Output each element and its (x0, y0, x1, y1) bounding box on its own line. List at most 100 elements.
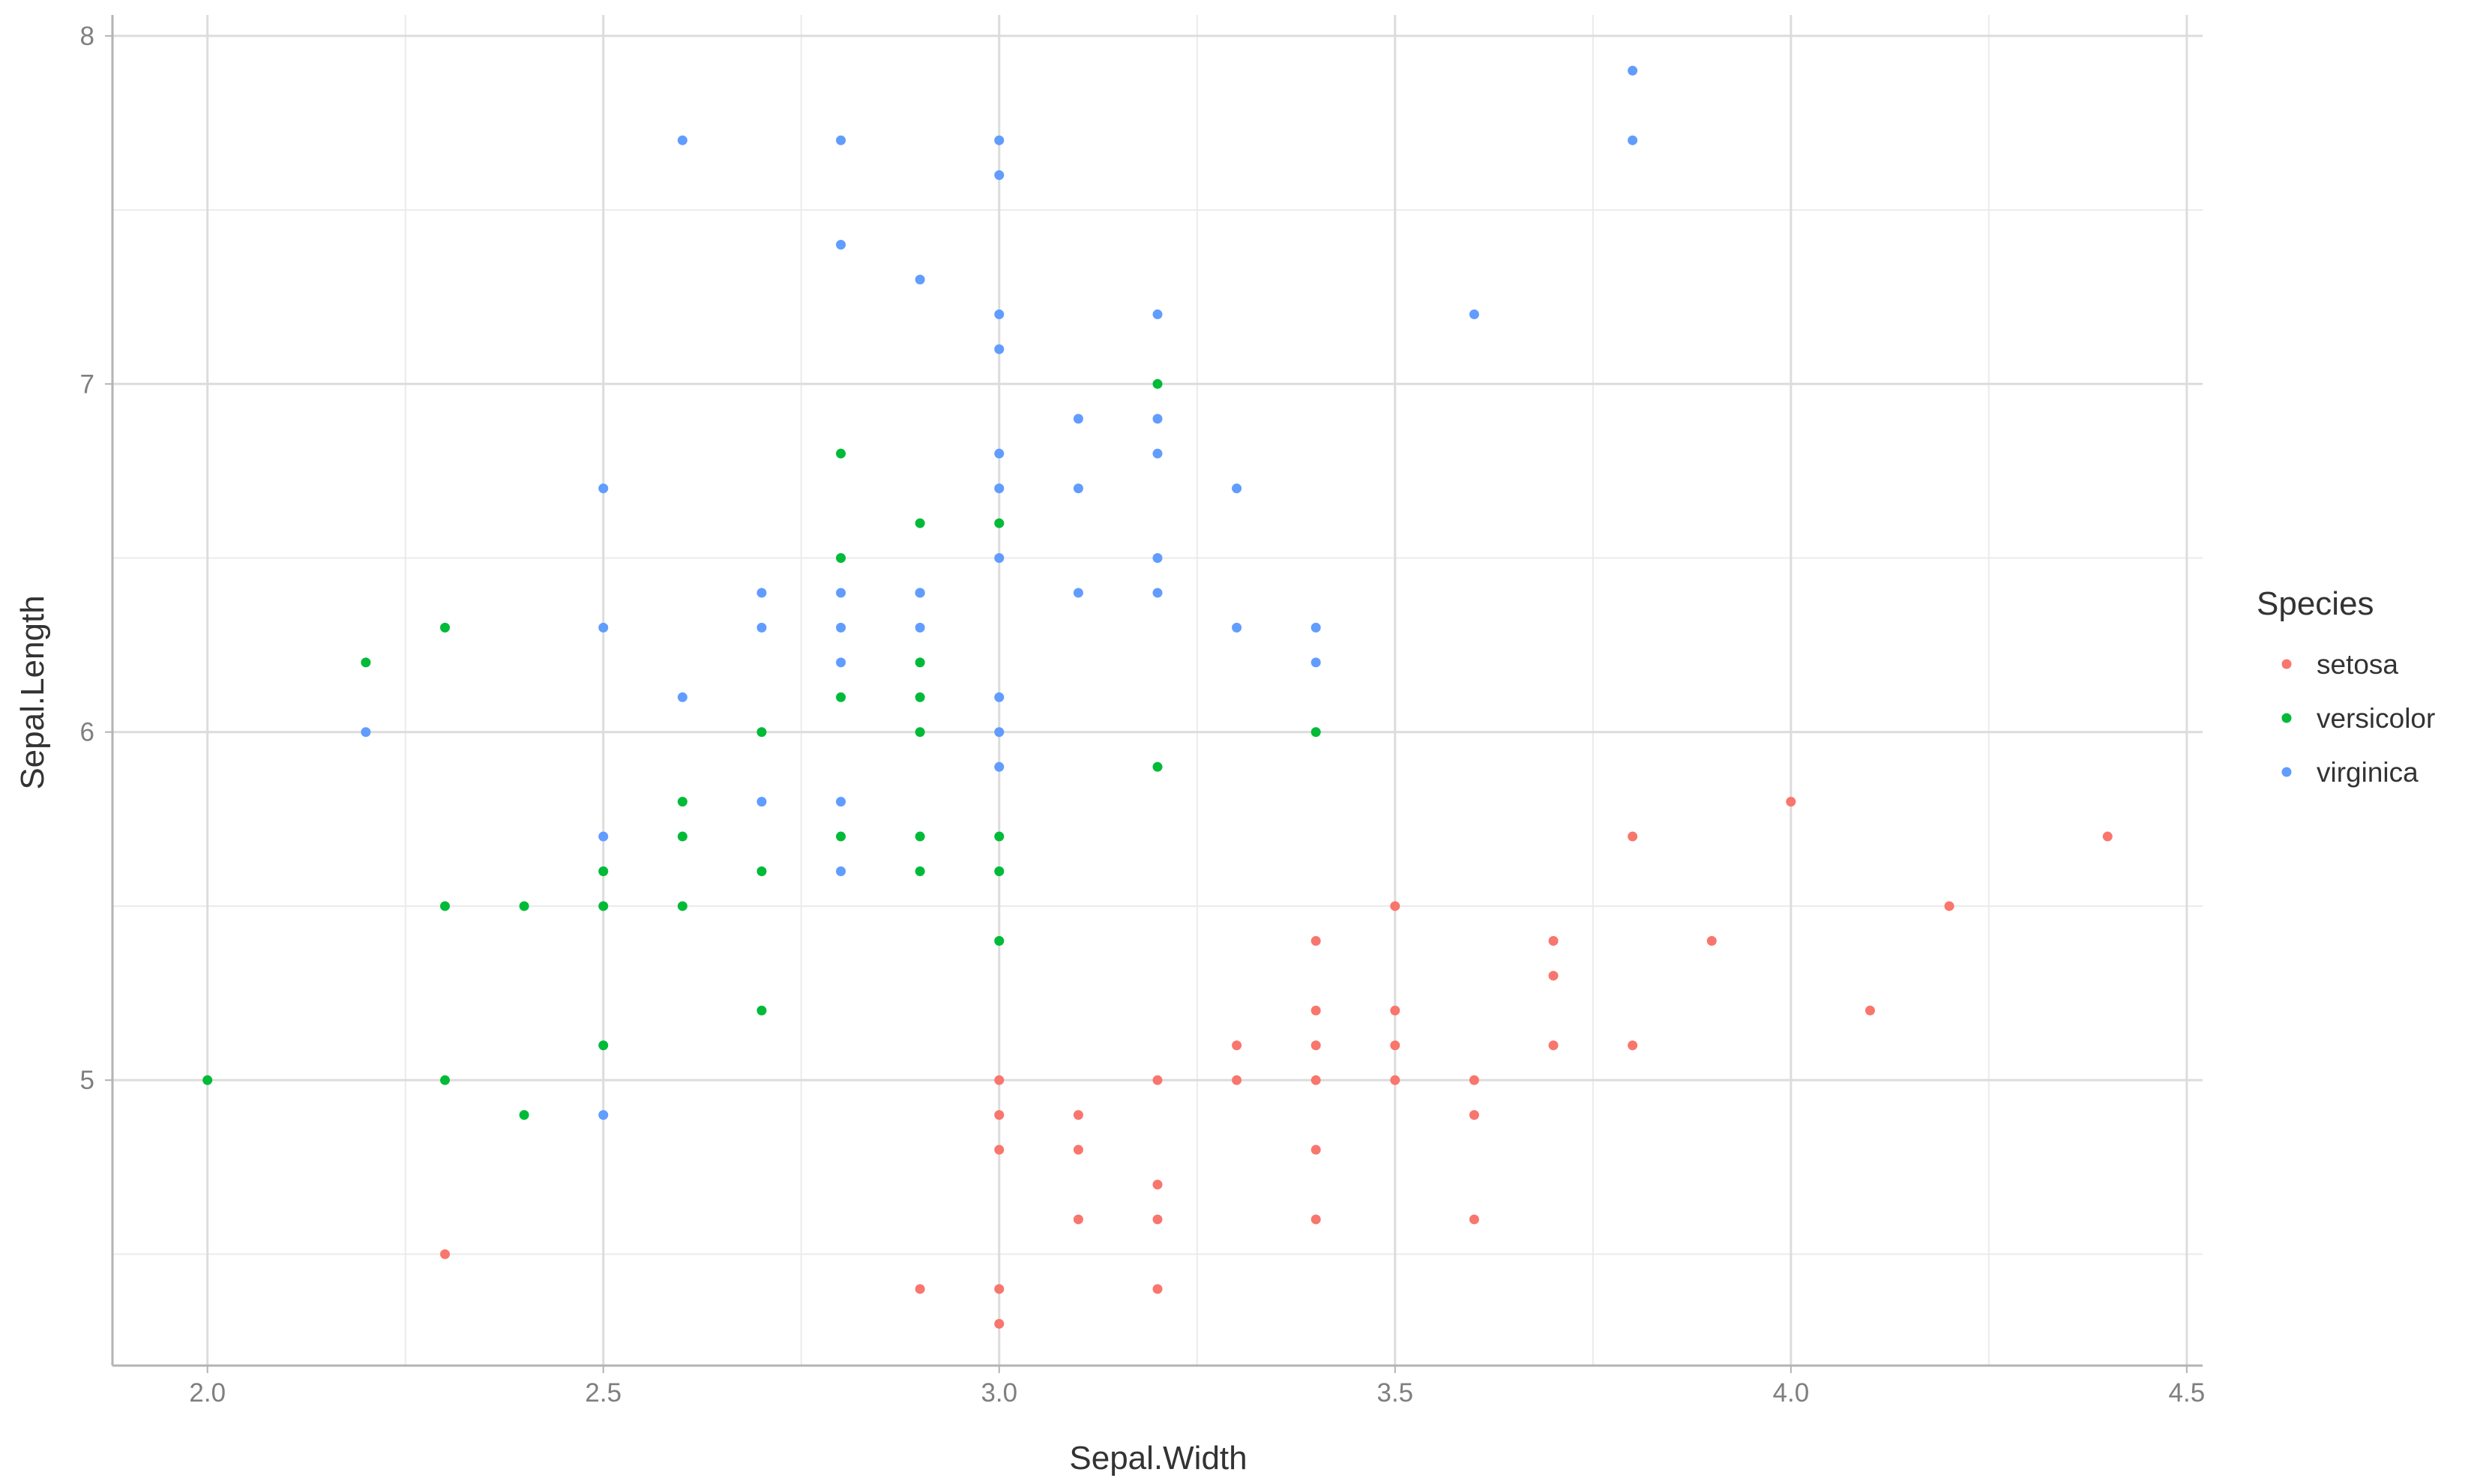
data-point-setosa (994, 1110, 1005, 1120)
data-point-setosa (1390, 1040, 1400, 1051)
data-point-setosa (2102, 831, 2113, 842)
data-point-virginica (1152, 448, 1163, 459)
data-point-virginica (1152, 414, 1163, 424)
x-axis-title: Sepal.Width (1069, 1440, 1247, 1477)
data-point-setosa (994, 1284, 1005, 1294)
data-point-setosa (994, 1075, 1005, 1085)
data-point-versicolor (1152, 761, 1163, 772)
data-point-virginica (994, 692, 1005, 702)
data-point-setosa (1548, 935, 1559, 946)
data-point-setosa (1548, 1040, 1559, 1051)
data-point-virginica (994, 727, 1005, 738)
data-point-setosa (440, 1249, 451, 1259)
data-point-versicolor (836, 553, 846, 564)
data-point-setosa (1073, 1214, 1083, 1225)
data-point-versicolor (202, 1075, 213, 1085)
data-points (202, 65, 2113, 1329)
data-point-setosa (1152, 1284, 1163, 1294)
data-point-virginica (994, 344, 1005, 355)
data-point-versicolor (836, 692, 846, 702)
data-point-virginica (756, 588, 767, 598)
data-point-virginica (994, 170, 1005, 181)
data-point-versicolor (836, 448, 846, 459)
grid-minor (112, 15, 2203, 1366)
x-tick-label: 2.0 (189, 1378, 226, 1408)
data-point-setosa (1786, 797, 1796, 807)
data-point-virginica (1152, 309, 1163, 319)
data-point-setosa (1073, 1144, 1083, 1155)
data-point-virginica (836, 135, 846, 145)
x-tick-label: 3.0 (981, 1378, 1017, 1408)
data-point-versicolor (519, 901, 529, 911)
data-point-versicolor (677, 901, 687, 911)
data-point-virginica (1628, 65, 1638, 76)
data-point-virginica (915, 588, 925, 598)
data-point-setosa (1390, 1075, 1400, 1085)
data-point-setosa (1628, 831, 1638, 842)
data-point-setosa (1310, 935, 1321, 946)
y-tick-labels: 5 6 7 8 (80, 22, 94, 1095)
data-point-versicolor (915, 831, 925, 842)
data-point-versicolor (756, 727, 767, 738)
data-point-versicolor (598, 901, 609, 911)
legend-items: setosa versicolor virginica (2281, 649, 2435, 788)
data-point-versicolor (915, 657, 925, 668)
data-point-virginica (994, 761, 1005, 772)
data-point-versicolor (915, 518, 925, 528)
data-point-virginica (1073, 414, 1083, 424)
data-point-versicolor (519, 1110, 529, 1120)
data-point-virginica (1073, 588, 1083, 598)
data-point-virginica (836, 622, 846, 633)
data-point-setosa (915, 1284, 925, 1294)
legend-label-versicolor: versicolor (2317, 703, 2435, 734)
data-point-setosa (1390, 901, 1400, 911)
data-point-virginica (994, 309, 1005, 319)
data-point-setosa (1152, 1214, 1163, 1225)
data-point-virginica (756, 622, 767, 633)
data-point-setosa (1310, 1005, 1321, 1016)
axes (105, 15, 2203, 1373)
data-point-setosa (1310, 1144, 1321, 1155)
data-point-virginica (994, 483, 1005, 494)
data-point-virginica (915, 622, 925, 633)
data-point-versicolor (994, 518, 1005, 528)
data-point-versicolor (361, 657, 371, 668)
legend-key-setosa (2281, 659, 2292, 669)
data-point-setosa (1469, 1110, 1479, 1120)
data-point-versicolor (598, 866, 609, 877)
x-tick-label: 4.5 (2169, 1378, 2206, 1408)
data-point-versicolor (677, 831, 687, 842)
y-tick-label: 6 (80, 718, 94, 747)
data-point-virginica (836, 657, 846, 668)
data-point-virginica (598, 483, 609, 494)
data-point-virginica (836, 588, 846, 598)
data-point-versicolor (836, 831, 846, 842)
data-point-versicolor (994, 866, 1005, 877)
data-point-setosa (1864, 1005, 1875, 1016)
y-axis-title: Sepal.Length (14, 595, 51, 789)
data-point-virginica (598, 1110, 609, 1120)
data-point-virginica (1232, 483, 1242, 494)
data-point-versicolor (756, 866, 767, 877)
data-point-setosa (1310, 1214, 1321, 1225)
data-point-versicolor (756, 1005, 767, 1016)
data-point-virginica (598, 831, 609, 842)
data-point-setosa (1310, 1040, 1321, 1051)
data-point-versicolor (677, 797, 687, 807)
data-point-virginica (1310, 622, 1321, 633)
data-point-setosa (1706, 935, 1717, 946)
data-point-setosa (994, 1318, 1005, 1329)
data-point-versicolor (915, 692, 925, 702)
data-point-versicolor (915, 866, 925, 877)
data-point-virginica (994, 135, 1005, 145)
legend-label-setosa: setosa (2317, 649, 2398, 680)
data-point-versicolor (994, 935, 1005, 946)
data-point-virginica (1628, 135, 1638, 145)
x-tick-label: 3.5 (1376, 1378, 1413, 1408)
data-point-setosa (1390, 1005, 1400, 1016)
data-point-setosa (1469, 1075, 1479, 1085)
data-point-virginica (1469, 309, 1479, 319)
y-tick-label: 8 (80, 22, 94, 51)
legend-key-versicolor (2281, 713, 2292, 723)
